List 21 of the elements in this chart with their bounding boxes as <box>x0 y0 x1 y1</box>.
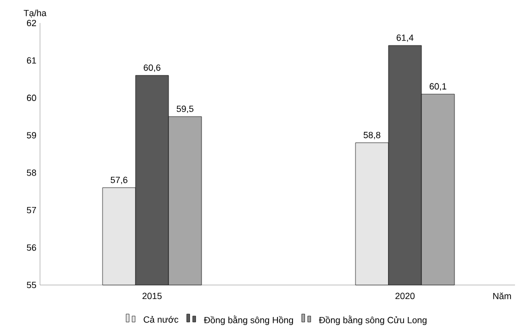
x-tick-label: 2020 <box>395 292 415 300</box>
legend-label: Cả nước <box>144 316 178 323</box>
legend-label: Đồng bằng sông Cửu Long <box>318 315 426 326</box>
y-tick-label: 60 <box>26 94 36 102</box>
x-axis-title: Năm <box>493 292 511 300</box>
data-label: 59,5 <box>176 106 194 114</box>
y-tick-label: 58 <box>26 170 36 176</box>
data-label: 57,6 <box>110 176 128 184</box>
data-label: 61,4 <box>396 34 414 42</box>
y-tick-label: 57 <box>26 207 36 214</box>
y-axis-title: Tạ/ha <box>24 10 46 18</box>
data-label: 58,8 <box>364 132 380 140</box>
y-tick-label: 59 <box>26 132 36 138</box>
y-tick-label: 56 <box>26 244 36 251</box>
x-tick-label: 2015 <box>142 292 162 300</box>
data-label: 60,6 <box>144 64 160 72</box>
legend-label: Đồng bằng sông Hồng <box>204 315 293 326</box>
y-tick-label: 61 <box>26 57 36 64</box>
data-label: 60,1 <box>430 83 446 91</box>
y-tick-label: 62 <box>26 20 36 26</box>
y-tick-label: 55 <box>26 282 36 288</box>
